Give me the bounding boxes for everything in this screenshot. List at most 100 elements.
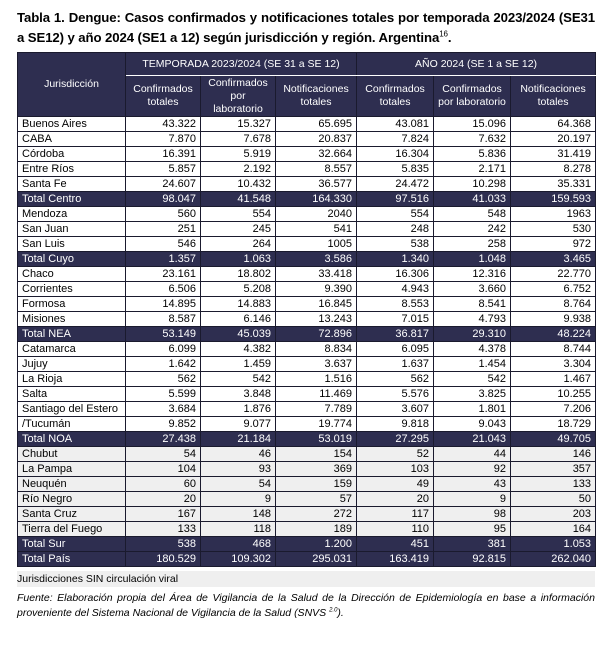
value-cell: 1.200	[274, 536, 358, 552]
jurisdiccion-cell: Total Cuyo	[17, 251, 126, 267]
value-cell: 50	[510, 491, 597, 507]
value-cell: 5.208	[200, 281, 276, 297]
value-cell: 562	[356, 371, 435, 387]
value-cell: 52	[356, 446, 435, 462]
header-col: Confirmados por laboratorio	[433, 75, 512, 117]
value-cell: 15.096	[433, 116, 512, 132]
header-anio: AÑO 2024 (SE 1 a SE 12)	[356, 52, 597, 76]
value-cell: 3.660	[433, 281, 512, 297]
header-col: Notificaciones totales	[510, 75, 597, 117]
value-cell: 5.836	[433, 146, 512, 162]
jurisdiccion-cell: Formosa	[17, 296, 126, 312]
value-cell: 44	[433, 446, 512, 462]
header-col: Confirmados totales	[125, 75, 201, 117]
value-cell: 248	[356, 221, 435, 237]
value-cell: 31.419	[510, 146, 597, 162]
table-title: Tabla 1. Dengue: Casos confirmados y not…	[17, 8, 595, 48]
source-note: Fuente: Elaboración propia del Área de V…	[17, 591, 595, 621]
value-cell: 4.378	[433, 341, 512, 357]
value-cell: 548	[433, 206, 512, 222]
value-cell: 5.919	[200, 146, 276, 162]
page: Tabla 1. Dengue: Casos confirmados y not…	[17, 8, 597, 621]
value-cell: 6.752	[510, 281, 597, 297]
table-row: Buenos Aires 43.322 15.327 65.695 43.081 15.0…	[17, 116, 597, 132]
value-cell: 5.576	[356, 386, 435, 402]
value-cell: 3.607	[356, 401, 435, 417]
total-row: Total Sur 538 468 1.200 451 381 1.053	[17, 536, 597, 552]
value-cell: 1963	[510, 206, 597, 222]
jurisdiccion-cell: Total NEA	[17, 326, 126, 342]
total-row: Total Cuyo 1.357 1.063 3.586 1.340 1.048 3.465	[17, 251, 597, 267]
value-cell: 163.419	[356, 551, 435, 567]
value-cell: 8.278	[510, 161, 597, 177]
value-cell: 8.764	[510, 296, 597, 312]
value-cell: 554	[200, 206, 276, 222]
value-cell: 5.835	[356, 161, 435, 177]
value-cell: 35.331	[510, 176, 597, 192]
value-cell: 9.077	[200, 416, 276, 432]
value-cell: 9.390	[274, 281, 358, 297]
jurisdiccion-cell: Misiones	[17, 311, 126, 327]
value-cell: 9.852	[125, 416, 201, 432]
value-cell: 33.418	[274, 266, 358, 282]
table-row: Córdoba 16.391 5.919 32.664 16.304 5.836 31.41…	[17, 146, 597, 162]
value-cell: 10.432	[200, 176, 276, 192]
value-cell: 45.039	[200, 326, 276, 342]
jurisdiccion-cell: Entre Ríos	[17, 161, 126, 177]
value-cell: 562	[125, 371, 201, 387]
value-cell: 2.192	[200, 161, 276, 177]
value-cell: 98.047	[125, 191, 201, 207]
value-cell: 24.607	[125, 176, 201, 192]
value-cell: 16.391	[125, 146, 201, 162]
value-cell: 554	[356, 206, 435, 222]
value-cell: 3.825	[433, 386, 512, 402]
jurisdiccion-cell: Chubut	[17, 446, 126, 462]
value-cell: 11.469	[274, 386, 358, 402]
jurisdiccion-cell: Chaco	[17, 266, 126, 282]
value-cell: 541	[274, 221, 358, 237]
value-cell: 43.081	[356, 116, 435, 132]
table-row: Santiago del Estero 3.684 1.876 7.789 3.607 1…	[17, 401, 597, 417]
value-cell: 43	[433, 476, 512, 492]
value-cell: 167	[125, 506, 201, 522]
jurisdiccion-cell: Neuquén	[17, 476, 126, 492]
table-row: San Luis 546 264 1005 538 258 972	[17, 236, 597, 252]
value-cell: 103	[356, 461, 435, 477]
total-row: Total Centro 98.047 41.548 164.330 97.516 41.…	[17, 191, 597, 207]
jurisdiccion-cell: Santiago del Estero	[17, 401, 126, 417]
header-col: Confirmados totales	[356, 75, 435, 117]
value-cell: 1.340	[356, 251, 435, 267]
value-cell: 245	[200, 221, 276, 237]
value-cell: 13.243	[274, 311, 358, 327]
value-cell: 22.770	[510, 266, 597, 282]
value-cell: 381	[433, 536, 512, 552]
value-cell: 92	[433, 461, 512, 477]
value-cell: 6.506	[125, 281, 201, 297]
value-cell: 104	[125, 461, 201, 477]
value-cell: 1.454	[433, 356, 512, 372]
value-cell: 10.298	[433, 176, 512, 192]
value-cell: 6.099	[125, 341, 201, 357]
value-cell: 49.705	[510, 431, 597, 447]
value-cell: 1.459	[200, 356, 276, 372]
value-cell: 41.033	[433, 191, 512, 207]
title-end: .	[447, 30, 452, 45]
value-cell: 20	[125, 491, 201, 507]
value-cell: 538	[125, 536, 201, 552]
value-cell: 8.834	[274, 341, 358, 357]
jurisdiccion-cell: La Rioja	[17, 371, 126, 387]
value-cell: 7.824	[356, 131, 435, 147]
value-cell: 146	[510, 446, 597, 462]
jurisdiccion-cell: San Juan	[17, 221, 126, 237]
jurisdiccion-cell: Total Centro	[17, 191, 126, 207]
value-cell: 8.557	[274, 161, 358, 177]
table-row: La Rioja 562 542 1.516 562 542 1.467	[17, 371, 597, 387]
value-cell: 24.472	[356, 176, 435, 192]
value-cell: 6.146	[200, 311, 276, 327]
value-cell: 23.161	[125, 266, 201, 282]
value-cell: 133	[125, 521, 201, 537]
value-cell: 21.184	[200, 431, 276, 447]
value-cell: 154	[274, 446, 358, 462]
value-cell: 7.870	[125, 131, 201, 147]
value-cell: 14.895	[125, 296, 201, 312]
